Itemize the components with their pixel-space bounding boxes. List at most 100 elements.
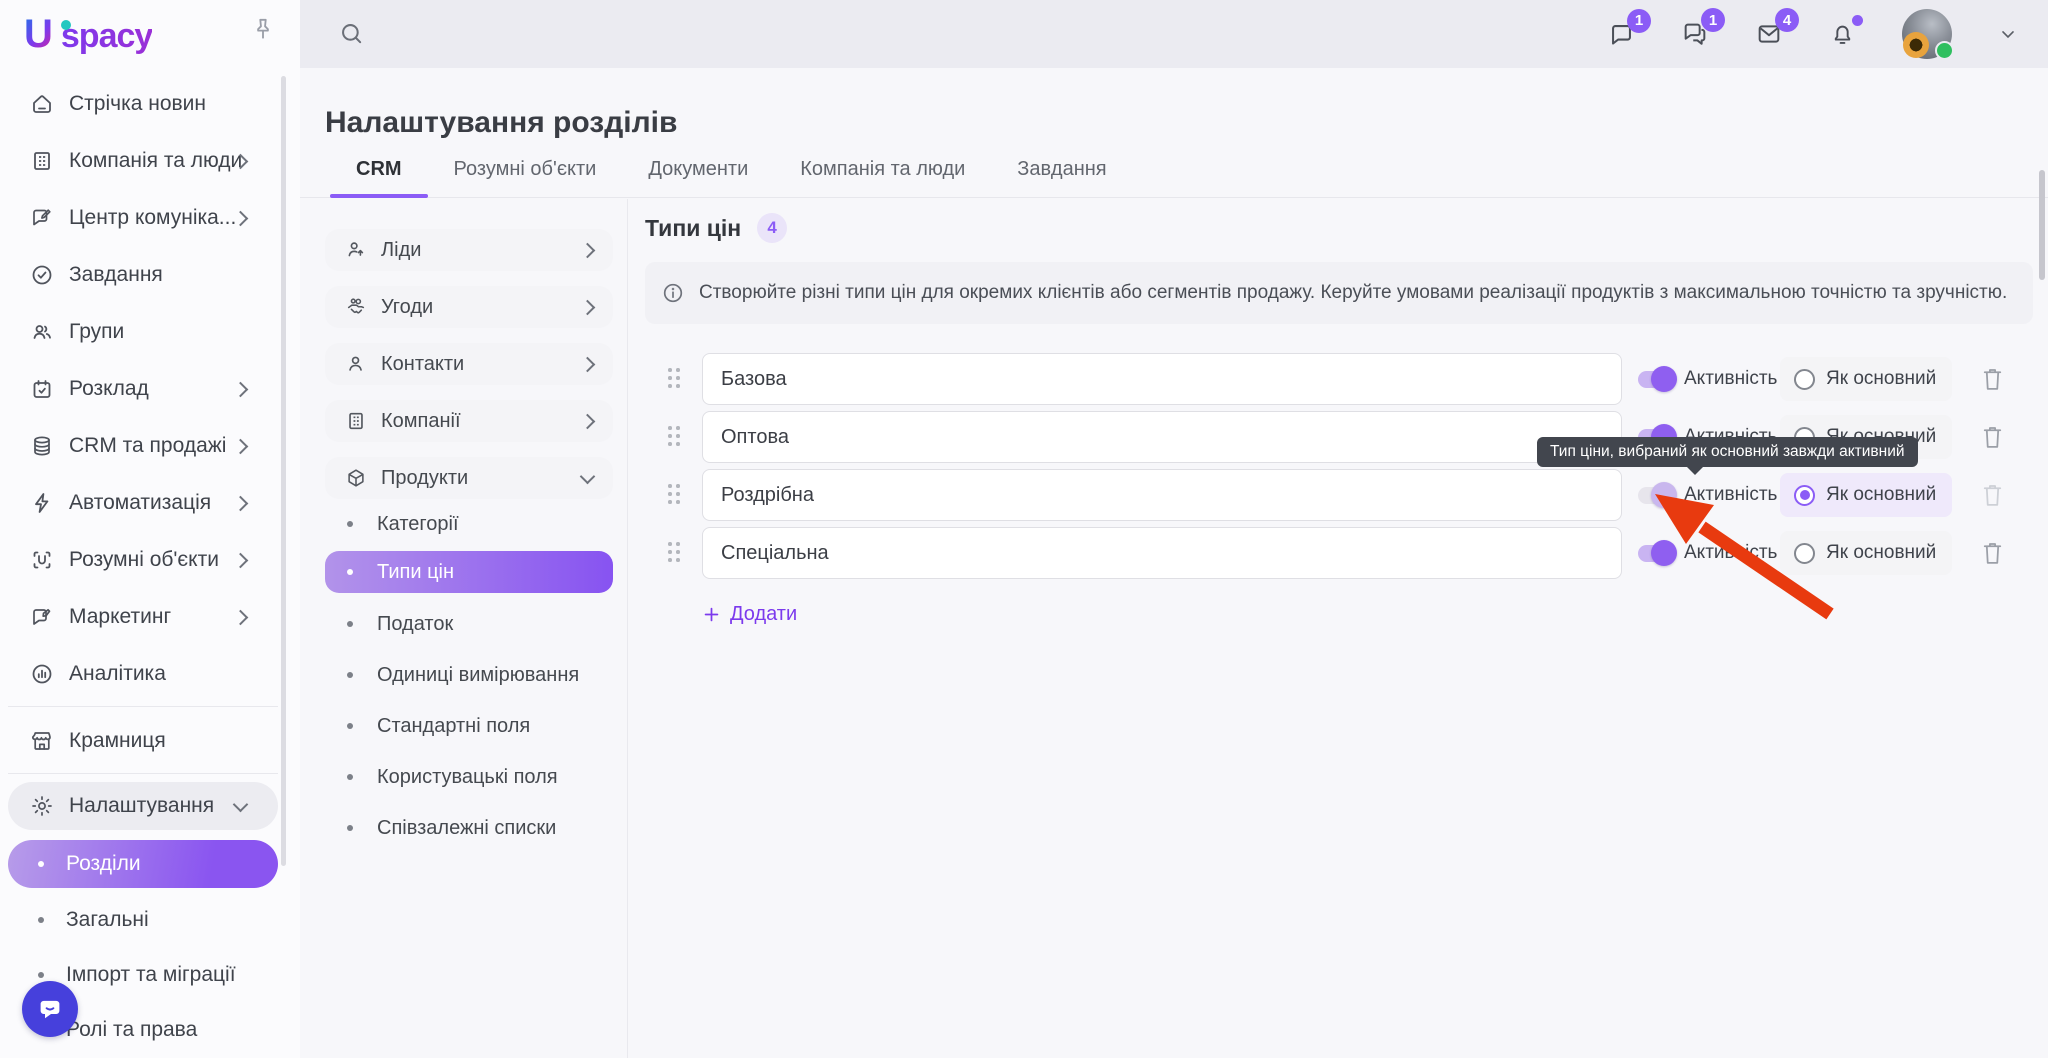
activity-toggle[interactable] [1638,540,1677,566]
tab-crm[interactable]: CRM [330,158,428,198]
price-type-name-input[interactable] [702,527,1622,579]
chevron-right-icon [232,438,249,454]
support-chat-button[interactable] [22,981,78,1037]
price-types-panel: Типи цін 4 Створюйте різні типи цін для … [628,199,2048,1058]
home-icon [30,92,54,116]
sidebar-item-import-migrations[interactable]: Імпорт та міграції [8,951,278,999]
delete-icon[interactable] [1980,366,2005,393]
delete-icon[interactable] [1980,540,2005,567]
smart-objects-icon [30,548,54,572]
automation-icon [30,491,54,515]
subnav-item-standard-fields[interactable]: Стандартні поля [325,705,613,747]
sidebar-item-groups[interactable]: Групи [8,308,278,356]
price-type-row: Активність Як основний [628,353,2048,405]
sidebar-item-sections[interactable]: Розділи [8,840,278,888]
subnav-item-price-types[interactable]: Типи цін [325,551,613,593]
bullet-icon [38,917,44,923]
subnav-item-products[interactable]: Продукти [325,457,613,499]
subnav-item-contacts[interactable]: Контакти [325,343,613,385]
price-type-name-input[interactable] [702,411,1622,463]
subnav-item-deals[interactable]: Угоди [325,286,613,328]
sidebar-item-smart-objects[interactable]: Розумні об'єкти [8,536,278,584]
sidebar-item-tasks[interactable]: Завдання [8,251,278,299]
activity-label: Активність [1684,368,1778,389]
avatar[interactable] [1902,9,1954,60]
subnav-item-custom-fields[interactable]: Користувацькі поля [325,756,613,798]
activity-label: Активність [1684,542,1778,563]
chevron-right-icon [579,413,596,429]
add-price-type-button[interactable]: Додати [702,603,797,626]
chat-icon[interactable]: 1 [1608,8,1651,48]
logo-area: U spacy [0,0,300,68]
delete-icon[interactable] [1980,424,2005,451]
subnav-item-tax[interactable]: Податок [325,603,613,645]
crm-icon [30,434,54,458]
pin-sidebar-icon[interactable] [250,16,276,42]
activity-toggle[interactable] [1638,482,1677,508]
toggle-tooltip: Тип ціни, вибраний як основний завжди ак… [1537,437,1918,475]
tab-documents[interactable]: Документи [648,158,749,180]
activity-toggle[interactable] [1638,366,1677,392]
sidebar-item-marketing[interactable]: Маркетинг [8,593,278,641]
radio-icon[interactable] [1794,368,1815,390]
drag-handle-icon[interactable] [668,368,680,388]
drag-handle-icon[interactable] [668,542,680,562]
sidebar-item-newsfeed[interactable]: Стрічка новин [8,80,278,128]
subnav-item-dependent-lists[interactable]: Співзалежні списки [325,807,613,849]
sidebar-item-settings[interactable]: Налаштування [8,782,278,830]
sidebar-item-store[interactable]: Крамниця [8,717,278,765]
info-banner-text: Створюйте різні типи цін для окремих клі… [699,282,2008,303]
sidebar-item-automation[interactable]: Автоматизація [8,479,278,527]
tabs: CRM Розумні об'єкти Документи Компанія т… [330,158,1133,198]
mail-icon[interactable]: 4 [1755,8,1799,48]
price-type-name-input[interactable] [702,469,1622,521]
subnav-item-categories[interactable]: Категорії [325,503,613,545]
sidebar-item-communication-center[interactable]: Центр комуніка... [8,194,278,242]
main-price-radio[interactable]: Як основний [1780,531,1952,575]
radio-icon[interactable] [1794,542,1815,564]
main-price-radio[interactable]: Як основний [1780,473,1952,517]
sidebar-item-crm-sales[interactable]: CRM та продажі [8,422,278,470]
price-type-name-input[interactable] [702,353,1622,405]
sidebar-divider [8,773,278,774]
drag-handle-icon[interactable] [668,426,680,446]
online-status-dot [1935,41,1954,60]
settings-gear-icon [30,794,54,818]
search-icon[interactable] [338,20,365,47]
bullet-icon [38,861,44,867]
drag-handle-icon[interactable] [668,484,680,504]
chevron-down-icon [232,796,249,812]
delete-icon[interactable] [1980,482,2005,509]
price-type-row: Активність Як основний [628,411,2048,463]
chevron-down-icon [579,468,596,484]
subnav-item-leads[interactable]: Ліди [325,229,613,271]
plus-icon [704,607,719,622]
tab-company-people[interactable]: Компанія та люди [800,158,966,180]
main-price-radio[interactable]: Як основний [1780,357,1952,401]
bullet-icon [347,825,353,831]
sidebar-item-schedule[interactable]: Розклад [8,365,278,413]
sidebar-item-company-people[interactable]: Компанія та люди [8,137,278,185]
radio-checked-icon[interactable] [1794,484,1815,506]
bell-notification-dot [1852,14,1863,26]
page-scrollbar[interactable] [2039,170,2045,280]
marketing-icon [30,605,54,629]
sidebar-item-general[interactable]: Загальні [8,896,278,944]
sidebar-scrollbar[interactable] [281,76,286,866]
profile-chevron-down-icon[interactable] [1998,24,2018,44]
sidebar-item-analytics[interactable]: Аналітика [8,650,278,698]
logo-dot [61,19,71,30]
crm-settings-subnav: Ліди Угоди Контакти Компанії Продукти Ка… [300,199,628,1058]
tab-smart-objects[interactable]: Розумні об'єкти [453,158,597,180]
group-chat-badge: 1 [1701,8,1725,32]
contact-icon [345,353,367,375]
uspacy-logo: U spacy [24,11,153,56]
chevron-right-icon [232,609,249,625]
group-chat-icon[interactable]: 1 [1681,8,1725,48]
bell-icon[interactable] [1829,14,1863,48]
tab-tasks[interactable]: Завдання [1017,158,1107,180]
chevron-right-icon [579,242,596,258]
subnav-item-companies[interactable]: Компанії [325,400,613,442]
subnav-item-units[interactable]: Одиниці вимірювання [325,654,613,696]
deal-icon [345,296,367,318]
